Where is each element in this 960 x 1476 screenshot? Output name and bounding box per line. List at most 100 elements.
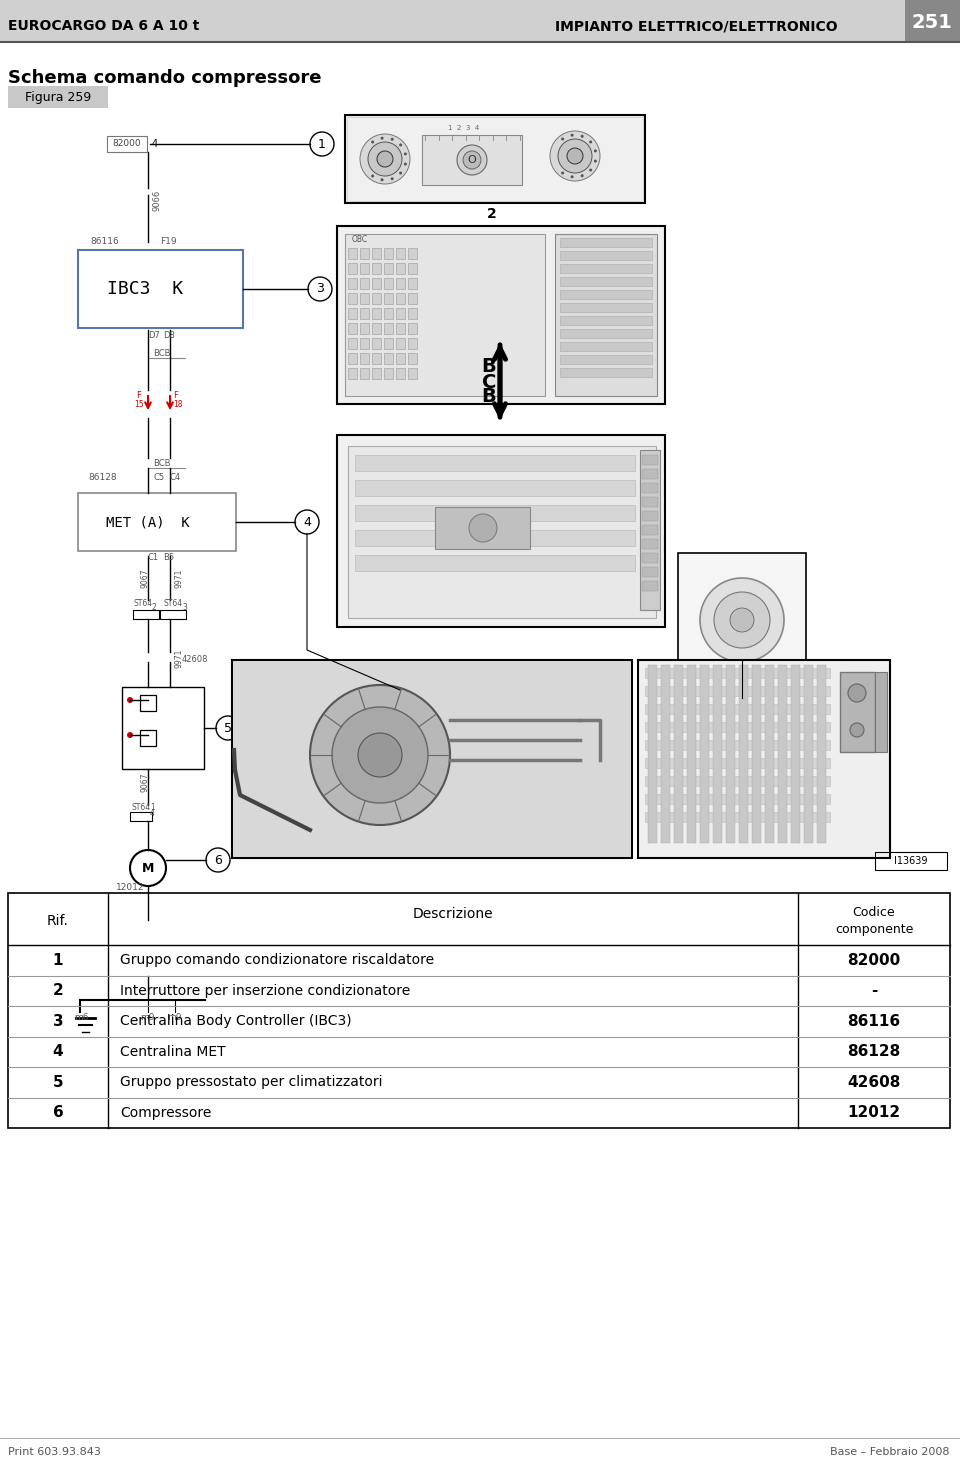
Text: 2: 2 (152, 604, 156, 613)
Text: C1: C1 (148, 554, 159, 562)
Bar (560, 356, 652, 365)
Text: Schema comando compressore: Schema comando compressore (8, 69, 322, 87)
Bar (337, 435, 665, 627)
Circle shape (469, 514, 497, 542)
Bar (384, 294, 393, 304)
Bar (372, 277, 381, 289)
Bar (0, 0, 960, 41)
Circle shape (463, 151, 481, 168)
Bar (817, 666, 826, 843)
Bar (78, 493, 236, 551)
Bar (840, 672, 875, 751)
Bar (560, 277, 652, 286)
Circle shape (358, 734, 402, 776)
Bar (232, 660, 632, 858)
Text: 1: 1 (150, 803, 155, 812)
Bar (560, 329, 652, 338)
Bar (642, 567, 658, 577)
Bar (345, 115, 645, 204)
Text: D7: D7 (148, 332, 160, 341)
Bar (107, 136, 147, 152)
Text: ST64: ST64 (164, 598, 183, 608)
Bar (560, 303, 652, 311)
Circle shape (594, 149, 597, 152)
Text: C: C (482, 372, 496, 391)
Text: Base – Febbraio 2008: Base – Febbraio 2008 (830, 1446, 950, 1457)
Bar (348, 294, 357, 304)
Text: C5: C5 (153, 472, 164, 481)
Bar (645, 722, 830, 732)
Text: 3: 3 (316, 282, 324, 295)
Text: Centralina Body Controller (IBC3): Centralina Body Controller (IBC3) (120, 1014, 351, 1029)
Bar (778, 666, 787, 843)
Bar (435, 506, 530, 549)
Circle shape (581, 134, 584, 137)
Circle shape (570, 176, 573, 179)
Bar (348, 277, 357, 289)
Bar (408, 277, 417, 289)
Bar (720, 688, 764, 698)
Text: ST64: ST64 (132, 803, 151, 812)
Bar (875, 852, 947, 869)
Circle shape (730, 608, 754, 632)
Text: Codice: Codice (852, 906, 896, 920)
Text: m9: m9 (167, 1014, 181, 1023)
Bar (560, 368, 652, 376)
Bar (384, 323, 393, 334)
Bar (143, 956, 153, 964)
Bar (372, 368, 381, 379)
Bar (791, 666, 800, 843)
Bar (560, 251, 652, 260)
Bar (408, 353, 417, 365)
Bar (752, 666, 761, 843)
Text: F: F (173, 391, 178, 400)
Bar (645, 776, 830, 787)
Bar (143, 921, 153, 928)
Text: BCB: BCB (153, 348, 171, 357)
Bar (645, 759, 830, 768)
Bar (396, 263, 405, 275)
Bar (234, 663, 630, 856)
Bar (678, 554, 806, 698)
Text: 86128: 86128 (88, 472, 116, 481)
Bar (765, 666, 774, 843)
Bar (730, 663, 754, 689)
Bar (560, 316, 652, 325)
Bar (372, 353, 381, 365)
Text: Gruppo comando condizionatore riscaldatore: Gruppo comando condizionatore riscaldato… (120, 953, 434, 967)
Bar (140, 695, 156, 711)
Bar (674, 666, 683, 843)
Circle shape (848, 683, 866, 703)
Bar (408, 248, 417, 258)
Bar (360, 277, 369, 289)
Bar (638, 660, 890, 858)
Circle shape (404, 152, 407, 155)
Bar (642, 455, 658, 465)
Text: 4: 4 (152, 139, 158, 149)
Bar (372, 338, 381, 348)
Bar (560, 342, 652, 351)
Bar (130, 812, 152, 821)
Bar (642, 483, 658, 493)
Text: 2: 2 (53, 983, 63, 998)
Circle shape (550, 131, 600, 182)
Bar (122, 686, 204, 769)
Circle shape (714, 592, 770, 648)
Bar (642, 554, 658, 562)
Bar (560, 264, 652, 273)
Bar (713, 666, 722, 843)
Circle shape (377, 151, 393, 167)
Text: Interruttore per inserzione condizionatore: Interruttore per inserzione condizionato… (120, 983, 410, 998)
Bar (355, 505, 635, 521)
Bar (396, 368, 405, 379)
Text: 12012: 12012 (848, 1106, 900, 1120)
Bar (661, 666, 670, 843)
Text: Descrizione: Descrizione (413, 906, 493, 921)
Bar (645, 686, 830, 697)
Bar (739, 666, 748, 843)
Bar (140, 731, 156, 745)
Text: B5: B5 (163, 554, 174, 562)
Text: 6: 6 (53, 1106, 63, 1120)
Bar (78, 249, 243, 328)
Text: BCB: BCB (153, 459, 171, 468)
